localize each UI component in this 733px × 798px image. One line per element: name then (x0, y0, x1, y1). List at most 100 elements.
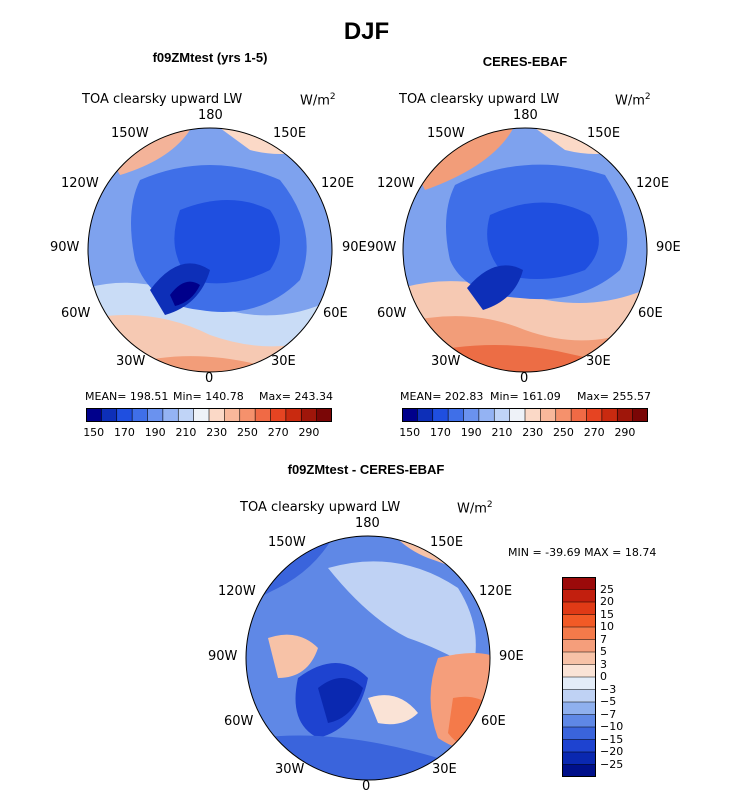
panel-3-lon-120w: 120W (218, 584, 256, 599)
panel-1-lon-180: 180 (198, 108, 223, 123)
colorbar-tick-label: 3 (600, 657, 607, 671)
panel-1-lon-30e: 30E (271, 354, 296, 369)
panel-1-max: Max= 243.34 (259, 390, 333, 403)
colorbar-tick-label: 170 (429, 426, 451, 439)
colorbar-tick-label: 210 (175, 426, 197, 439)
panel-3-lon-30w: 30W (275, 762, 305, 777)
colorbar-swatch (417, 408, 434, 422)
colorbar-tick-label: 290 (614, 426, 636, 439)
panel-1-lon-60w: 60W (61, 306, 91, 321)
panel-2-title: CERES-EBAF (482, 54, 568, 69)
colorbar-tick-label: 290 (298, 426, 320, 439)
colorbar-swatch (562, 702, 596, 715)
colorbar-tick-label: 15 (600, 607, 614, 621)
panel-1-lon-90w: 90W (50, 240, 80, 255)
colorbar-swatch (86, 408, 102, 422)
colorbar-tick-label: 7 (600, 632, 607, 646)
colorbar-swatch (402, 408, 418, 422)
colorbar-tick-label: 250 (552, 426, 574, 439)
panel-2-variable-label: TOA clearsky upward LW (399, 92, 560, 107)
colorbar-swatch (463, 408, 480, 422)
panel-3-lon-90e: 90E (499, 649, 524, 664)
colorbar-swatch (132, 408, 148, 422)
colorbar-tick-label: −15 (600, 732, 624, 746)
colorbar-swatch (193, 408, 210, 422)
panel-2-lon-30w: 30W (431, 354, 461, 369)
colorbar-swatch (209, 408, 225, 422)
colorbar-tick-label: 230 (522, 426, 544, 439)
panel-1-title: f09ZMtest (yrs 1-5) (152, 50, 268, 65)
panel-3-minmax: MIN = -39.69 MAX = 18.74 (508, 546, 657, 559)
colorbar-swatch (562, 589, 596, 603)
panel-2-lon-120e: 120E (636, 176, 670, 191)
colorbar-tick-label: −20 (600, 745, 624, 758)
panel-1-lon-150e: 150E (273, 126, 307, 141)
colorbar-swatch (239, 408, 256, 422)
colorbar-tick-label: 230 (206, 426, 228, 439)
colorbar-tick-label: 270 (267, 426, 289, 439)
panel-1-variable-label: TOA clearsky upward LW (82, 92, 243, 107)
panel-1-units: W/m2 (300, 92, 336, 109)
panel-3-title: f09ZMtest - CERES-EBAF (287, 462, 445, 477)
colorbar-tick-label: −7 (600, 707, 617, 721)
panel-1-lon-30w: 30W (116, 354, 146, 369)
colorbar-tick-label: 20 (600, 595, 614, 608)
colorbar-swatch (562, 652, 596, 665)
panel-2-lon-150e: 150E (587, 126, 621, 141)
panel-2-lon-90e: 90E (656, 240, 681, 255)
colorbar-swatch (147, 408, 164, 422)
colorbar-swatch (448, 408, 464, 422)
panel-1-lon-90e: 90E (342, 240, 367, 255)
colorbar-tick-label: −3 (600, 682, 617, 696)
colorbar-swatch (562, 677, 596, 690)
panel-1-lon-60e: 60E (323, 306, 348, 321)
colorbar-swatch (162, 408, 179, 422)
panel-1-mean: MEAN= 198.51 (85, 390, 169, 403)
colorbar-swatch (478, 408, 495, 422)
colorbar-swatch (632, 408, 648, 422)
colorbar-tick-label: 170 (113, 426, 135, 439)
panel-1-map (87, 127, 333, 373)
colorbar-tick-label: 150 (83, 426, 105, 439)
colorbar-tick-label: 0 (600, 670, 607, 683)
panel-3-lon-120e: 120E (479, 584, 513, 599)
colorbar-swatch (601, 408, 618, 422)
colorbar-swatch (562, 752, 596, 765)
colorbar-tick-label: 210 (491, 426, 513, 439)
colorbar-tick-label: 270 (583, 426, 605, 439)
colorbar-frame (562, 577, 596, 777)
panel-2-lon-150w: 150W (427, 126, 465, 141)
panel-2-map (402, 127, 648, 373)
colorbar-swatch (562, 639, 596, 653)
colorbar-swatch (586, 408, 603, 422)
colorbar-swatch (571, 408, 587, 422)
colorbar-swatch (316, 408, 332, 422)
panel-3-lon-90w: 90W (208, 649, 238, 664)
panel-2-mean: MEAN= 202.83 (400, 390, 484, 403)
panel-3-lon-60e: 60E (481, 714, 506, 729)
colorbar-swatch (255, 408, 271, 422)
panel-1-lon-150w: 150W (111, 126, 149, 141)
colorbar-swatch (562, 689, 596, 703)
colorbar-swatch (101, 408, 118, 422)
panel-2-lon-180: 180 (513, 108, 538, 123)
panel-1-lon-120w: 120W (61, 176, 99, 191)
panel-2-lon-120w: 120W (377, 176, 415, 191)
panel-3-lon-150e: 150E (430, 535, 464, 550)
colorbar-tick-label: 150 (399, 426, 421, 439)
panel-3-lon-30e: 30E (432, 762, 457, 777)
panel-2-max: Max= 255.57 (577, 390, 651, 403)
colorbar-tick-label: 250 (236, 426, 258, 439)
colorbar-tick-label: −10 (600, 720, 624, 733)
colorbar-swatch (562, 627, 596, 640)
panel-3-variable-label: TOA clearsky upward LW (240, 500, 401, 515)
colorbar-swatch (562, 764, 596, 777)
colorbar-swatch (525, 408, 541, 422)
panel-3-lon-150w: 150W (268, 535, 306, 550)
panel-3-lon-180: 180 (355, 516, 380, 531)
panel-1-lon-0: 0 (205, 371, 214, 386)
panel-3-map (245, 535, 491, 781)
panel-2-lon-0: 0 (520, 371, 529, 386)
colorbar-swatch (270, 408, 287, 422)
colorbar-swatch (555, 408, 572, 422)
